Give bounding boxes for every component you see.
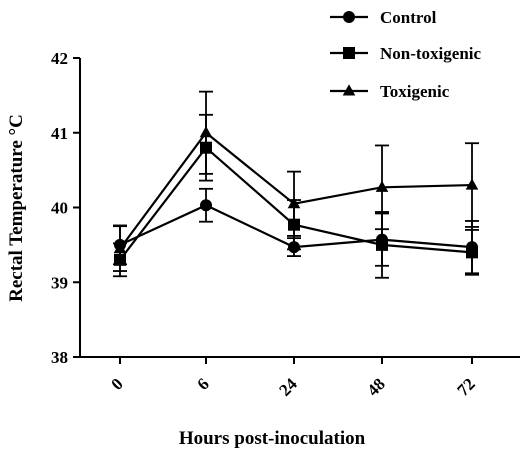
data-point	[466, 246, 478, 259]
legend: Control Non-toxigenic Toxigenic	[330, 8, 482, 101]
legend-label: Toxigenic	[380, 82, 450, 101]
y-tick-label: 42	[51, 49, 68, 68]
series-layer	[113, 90, 479, 279]
x-tick-label: 24	[275, 374, 301, 400]
legend-label: Control	[380, 8, 437, 27]
y-axis-label: Rectal Temperature °C	[6, 114, 27, 302]
x-tick-label: 6	[193, 374, 212, 393]
data-point	[200, 199, 212, 212]
legend-item: Non-toxigenic	[330, 44, 482, 63]
legend-item: Toxigenic	[330, 82, 450, 101]
x-tick-label: 48	[363, 374, 388, 399]
series-toxigenic	[113, 90, 479, 272]
data-point	[287, 197, 301, 209]
axes	[79, 58, 520, 358]
data-point	[199, 126, 213, 138]
data-point	[376, 238, 388, 251]
y-tick-label: 39	[51, 273, 68, 292]
data-point	[342, 84, 356, 96]
legend-item: Control	[330, 8, 437, 27]
x-axis-label: Hours post-inoculation	[179, 428, 366, 449]
x-ticks: 0 6 24 48 72	[107, 357, 479, 400]
data-point	[375, 180, 389, 192]
data-point	[465, 178, 479, 190]
data-point	[113, 241, 127, 254]
x-tick-label: 0	[107, 374, 126, 393]
y-ticks: 38 39 40 41 42	[51, 49, 80, 367]
data-point	[343, 47, 355, 59]
series-non-toxigenic	[113, 113, 479, 279]
y-tick-label: 41	[51, 124, 68, 143]
y-tick-label: 38	[51, 348, 68, 367]
y-tick-label: 40	[51, 199, 68, 218]
legend-label: Non-toxigenic	[380, 44, 482, 63]
x-tick-label: 72	[453, 374, 478, 399]
data-point	[343, 11, 355, 23]
